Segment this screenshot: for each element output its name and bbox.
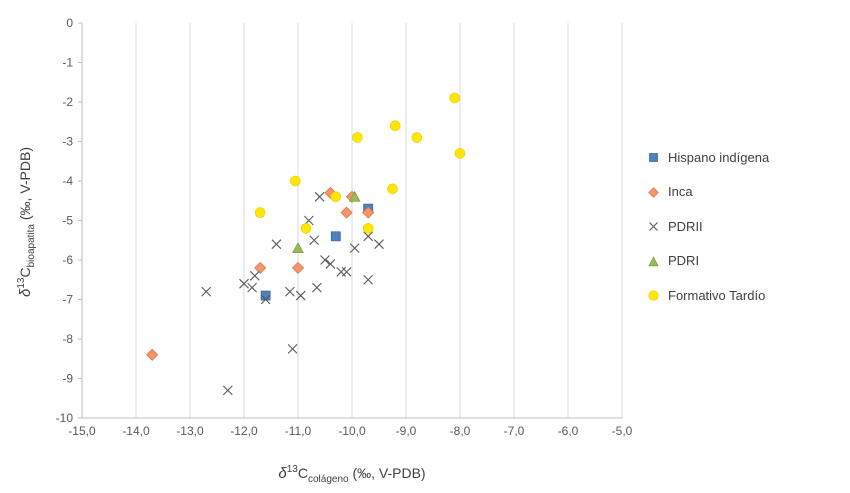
x-tick-label: -12,0 xyxy=(230,424,258,438)
x-tick-label: -14,0 xyxy=(122,424,150,438)
x-tick-label: -11,0 xyxy=(285,424,312,438)
x-tick-label: -8,0 xyxy=(450,424,471,438)
legend-label: Hispano indígena xyxy=(668,149,770,165)
y-axis-label-sub: bioapatita xyxy=(26,224,37,268)
legend-label: PDRI xyxy=(668,253,700,269)
x-axis-label-sub: colágeno xyxy=(308,474,349,485)
y-tick-label: -7 xyxy=(62,293,73,307)
legend-marker-circle xyxy=(648,289,660,301)
legend-item-inca: Inca xyxy=(648,175,848,210)
data-point-hispano-indigena xyxy=(330,231,341,242)
y-tick-label: -8 xyxy=(62,332,73,346)
data-point-pdrii xyxy=(247,282,257,293)
data-point-pdri xyxy=(348,190,361,202)
data-point-pdrii xyxy=(285,286,295,297)
data-point-pdrii xyxy=(222,385,233,396)
y-tick-label: -4 xyxy=(62,174,73,188)
legend: Hispano indígena Inca PDRII PDRI Formati… xyxy=(648,140,848,313)
data-point-formativo-tardio xyxy=(330,191,342,203)
data-point-pdrii xyxy=(287,343,298,354)
gridlines xyxy=(81,23,623,418)
x-tick-label: -5,0 xyxy=(612,424,633,438)
legend-marker-square xyxy=(648,151,660,163)
data-point-pdrii xyxy=(325,259,336,269)
legend-marker-triangle xyxy=(648,255,660,267)
data-point-formativo-tardio xyxy=(300,223,312,234)
y-tick-label: -10 xyxy=(56,411,74,425)
x-tick-label: -13,0 xyxy=(176,424,204,438)
x-tick-label: -9,0 xyxy=(396,424,417,438)
y-tick-label: -9 xyxy=(62,372,73,386)
data-points xyxy=(146,92,466,396)
x-tick-label: -10,0 xyxy=(338,424,366,438)
legend-item-hispano-indigena: Hispano indígena xyxy=(648,140,848,175)
legend-label: PDRII xyxy=(668,218,703,234)
legend-marker-x xyxy=(648,220,660,232)
data-point-formativo-tardio xyxy=(254,207,266,218)
data-point-pdrii xyxy=(363,231,374,242)
y-tick-label: -3 xyxy=(62,135,73,149)
data-point-hispano-indigena xyxy=(260,290,271,301)
tick-labels: -15,0 -14,0 -13,0 -12,0 -11,0 -10,0 -9,0 -8,0 -7… xyxy=(56,16,633,438)
y-axis-label-base: C xyxy=(17,267,33,277)
y-tick-label: -5 xyxy=(62,214,73,228)
data-point-formativo-tardio xyxy=(449,92,460,104)
x-axis-label-base: C xyxy=(298,465,308,481)
data-point-pdrii xyxy=(295,290,306,301)
data-point-inca xyxy=(340,206,353,219)
data-point-pdrii xyxy=(320,255,330,265)
data-point-pdrii xyxy=(239,278,249,289)
data-point-pdrii xyxy=(336,266,347,277)
data-point-formativo-tardio xyxy=(454,148,466,159)
data-point-pdrii xyxy=(341,266,352,277)
data-point-formativo-tardio xyxy=(389,120,401,131)
data-point-pdrii xyxy=(374,239,384,250)
x-axis-label-suffix: (‰, V-PDB) xyxy=(349,465,426,481)
x-axis-label: δ13Ccolágeno (‰, V-PDB) xyxy=(278,464,425,485)
legend-item-formativo-tardio: Formativo Tardío xyxy=(648,278,848,313)
data-point-inca xyxy=(146,348,159,361)
y-tick-label: -6 xyxy=(62,253,73,267)
data-point-pdrii xyxy=(312,282,322,293)
x-tick-label: -7,0 xyxy=(504,424,525,438)
axes xyxy=(78,22,622,419)
data-point-inca xyxy=(362,206,375,219)
x-axis-label-prefix: δ xyxy=(278,465,287,482)
x-tick-label: -6,0 xyxy=(558,424,579,438)
x-tick-label: -15,0 xyxy=(68,424,96,438)
x-axis-label-sup: 13 xyxy=(287,464,299,475)
data-point-pdrii xyxy=(260,294,271,305)
data-point-pdrii xyxy=(349,243,360,254)
y-tick-label: -2 xyxy=(62,95,73,109)
legend-label: Inca xyxy=(668,184,693,200)
data-point-pdrii xyxy=(201,286,212,297)
data-point-inca xyxy=(254,261,267,274)
data-point-formativo-tardio xyxy=(411,132,423,143)
y-tick-label: -1 xyxy=(62,56,73,70)
legend-item-pdrii: PDRII xyxy=(648,209,848,244)
legend-marker-diamond xyxy=(648,186,660,198)
y-tick-label: 0 xyxy=(66,16,73,30)
y-axis-label-prefix: δ xyxy=(17,288,34,297)
y-axis-label-suffix: (‰, V-PDB) xyxy=(17,147,33,224)
data-point-pdrii xyxy=(249,270,260,281)
data-point-formativo-tardio xyxy=(387,183,398,195)
data-point-formativo-tardio xyxy=(289,175,301,187)
data-point-pdrii xyxy=(271,239,282,250)
data-point-pdrii xyxy=(314,191,325,202)
legend-item-pdri: PDRI xyxy=(648,244,848,279)
legend-label: Formativo Tardío xyxy=(668,287,766,303)
data-point-inca xyxy=(291,261,305,274)
data-point-pdrii xyxy=(363,274,374,285)
data-point-pdrii xyxy=(309,235,320,246)
data-point-formativo-tardio xyxy=(352,132,363,143)
data-point-formativo-tardio xyxy=(362,223,374,234)
y-axis-label-sup: 13 xyxy=(16,277,27,289)
y-axis-label: δ13Cbioapatita (‰, V-PDB) xyxy=(16,147,37,297)
data-point-pdri xyxy=(292,242,304,253)
